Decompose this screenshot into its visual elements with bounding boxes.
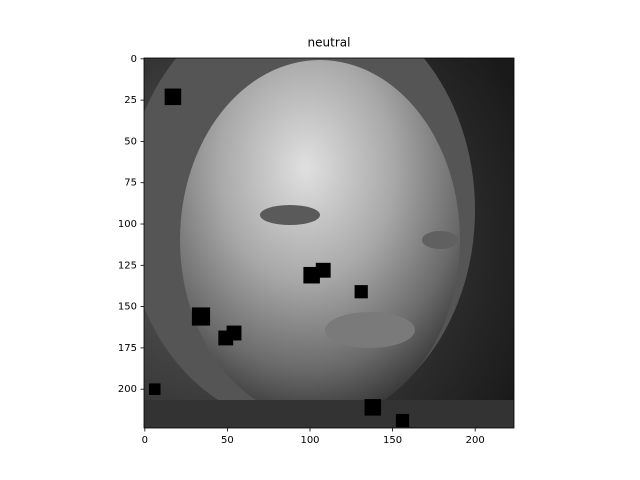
patches	[148, 88, 410, 428]
y-tick-label: 75	[124, 178, 137, 189]
y-tick-label: 125	[118, 260, 137, 271]
x-tick-label: 50	[221, 435, 234, 446]
occlusion-patch	[354, 285, 368, 299]
y-tick-label: 100	[118, 219, 137, 230]
axes-frame	[143, 57, 515, 429]
y-tick-label: 50	[124, 136, 137, 147]
chart-title: neutral	[308, 36, 351, 50]
x-tick-label: 0	[142, 435, 148, 446]
occlusion-patch	[315, 262, 331, 278]
y-tick-label: 150	[118, 302, 137, 313]
occlusion-patch	[395, 413, 410, 428]
y-tick-label: 200	[118, 384, 137, 395]
occlusion-patch	[164, 88, 182, 106]
occlusion-patch	[148, 383, 161, 395]
y-tick-label: 175	[118, 343, 137, 354]
occlusion-patch	[191, 307, 211, 326]
occlusion-patch	[218, 330, 234, 346]
occlusion-patch	[364, 399, 382, 416]
image	[144, 58, 514, 428]
x-tick-label: 100	[300, 435, 319, 446]
y-tick-label: 0	[131, 54, 137, 65]
y-tick-label: 25	[124, 95, 137, 106]
x-tick-label: 200	[466, 435, 485, 446]
x-tick-label: 150	[383, 435, 402, 446]
